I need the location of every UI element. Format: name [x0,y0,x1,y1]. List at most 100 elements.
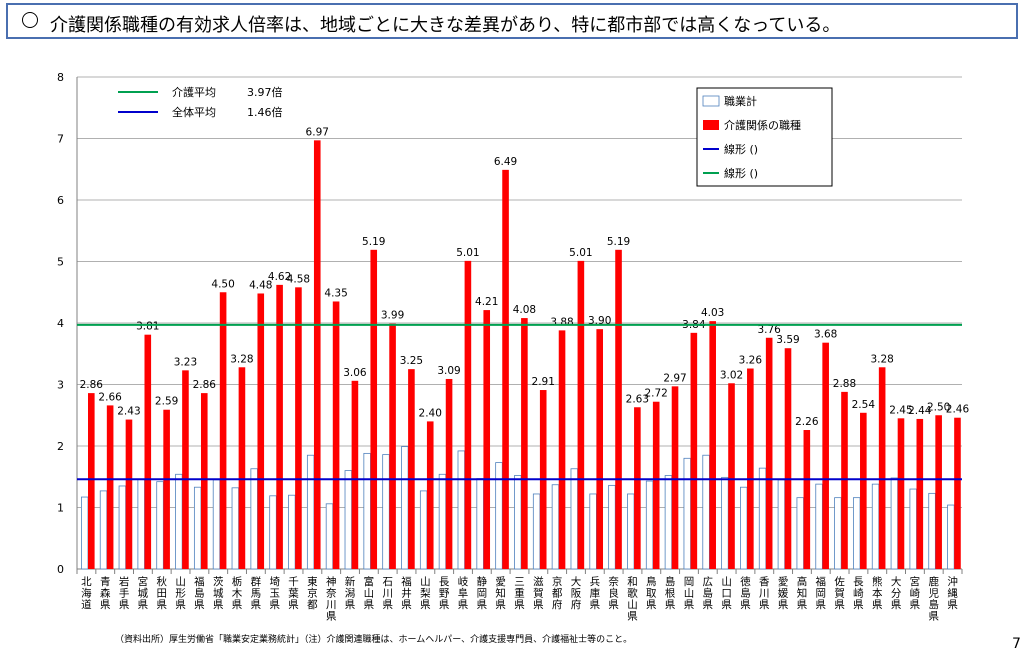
y-tick-label: 7 [57,133,64,146]
category-label: 県 [213,599,224,611]
category-label: 徳 [740,575,751,588]
bar-care [577,260,585,569]
bar-total [890,477,899,570]
category-label: 野 [439,588,450,600]
data-label: 4.03 [701,307,724,319]
bar-total [476,478,484,570]
category-label: 重 [514,587,525,600]
category-label: 高 [797,575,808,588]
category-label: 県 [721,599,732,611]
data-label: 4.48 [249,279,272,291]
bar-care [596,329,604,569]
category-label: 潟 [345,587,356,600]
category-label: 県 [401,599,412,611]
category-label: 京 [307,587,318,600]
category-label: 県 [891,599,902,611]
category-label: 県 [232,599,243,611]
data-label: 2.72 [644,388,667,400]
y-tick-label: 0 [57,563,64,576]
category-label: 福 [401,575,412,588]
category-label: 県 [834,599,845,611]
category-label: 知 [495,587,506,600]
data-label: 5.01 [569,247,592,259]
bar-care [144,334,152,569]
category-label: 分 [891,588,902,600]
category-label: 梨 [420,587,431,600]
bar-total [269,495,277,570]
category-label: 県 [797,599,808,611]
category-label: 神 [326,575,337,588]
bar-care [238,367,246,569]
bar-care [954,417,961,569]
category-label: 森 [100,587,111,600]
bar-total [81,496,89,570]
bar-total [99,490,108,570]
category-label: 都 [552,588,563,600]
bar-care [935,415,942,569]
bar-total [118,485,127,570]
category-label: 滋 [533,575,544,588]
bar-total [438,473,447,570]
category-label: 阪 [571,587,582,600]
category-label: 長 [439,576,450,588]
bar-care [615,249,622,569]
category-label: 長 [853,576,864,588]
legend-swatch [703,120,719,130]
category-label: 媛 [778,587,789,600]
category-label: 千 [288,576,299,588]
category-label: 大 [891,575,902,588]
y-tick-label: 5 [57,256,64,269]
data-label: 2.43 [117,406,140,418]
category-label: 井 [401,587,412,600]
bar-total [758,467,767,570]
data-label: 3.06 [343,367,367,379]
source-note: （資料出所）厚生労働省「職業安定業務統計」（注）介護関連職種は、ホームヘルパー、… [115,635,633,645]
data-label: 3.02 [720,369,743,381]
category-label: 県 [703,599,714,611]
bar-total [363,452,371,570]
category-label: 東 [307,575,318,588]
category-label: 岡 [684,576,695,588]
category-label: 県 [175,599,186,611]
category-label: 富 [364,575,375,588]
category-label: 岐 [458,575,469,588]
category-label: 県 [326,611,337,623]
bar-total [231,487,240,570]
category-label: 知 [797,587,808,600]
bar-care [106,405,114,569]
bar-care [558,330,566,569]
legend [696,87,833,187]
bar-care [897,418,905,569]
data-label: 6.97 [306,126,329,138]
bar-total [834,497,842,570]
category-label: 岡 [816,588,827,600]
category-label: 根 [665,587,676,600]
data-label: 2.86 [193,379,217,391]
bar-total [947,504,955,570]
category-label: 県 [533,599,544,611]
category-label: 県 [495,599,506,611]
category-label: 奈 [608,575,619,588]
category-label: 岩 [119,575,130,588]
category-label: 県 [872,599,883,611]
bar-care [295,287,302,569]
bar-care [182,370,189,569]
data-label: 2.46 [946,404,970,416]
category-label: 三 [514,576,525,588]
data-label: 3.59 [776,334,799,346]
bar-total [250,468,258,570]
data-label: 3.88 [550,316,573,328]
category-label: 県 [477,599,488,611]
data-label: 4.35 [324,287,347,299]
category-label: 川 [382,588,393,600]
category-label: 取 [646,588,657,600]
bar-care [878,367,886,569]
category-label: 秋 [156,575,167,588]
category-label: 県 [910,599,921,611]
reference-key-name: 介護平均 [172,85,216,99]
data-label: 2.63 [626,393,649,405]
category-label: 宮 [910,575,921,588]
bar-care [483,310,491,569]
bar-care [521,318,528,569]
